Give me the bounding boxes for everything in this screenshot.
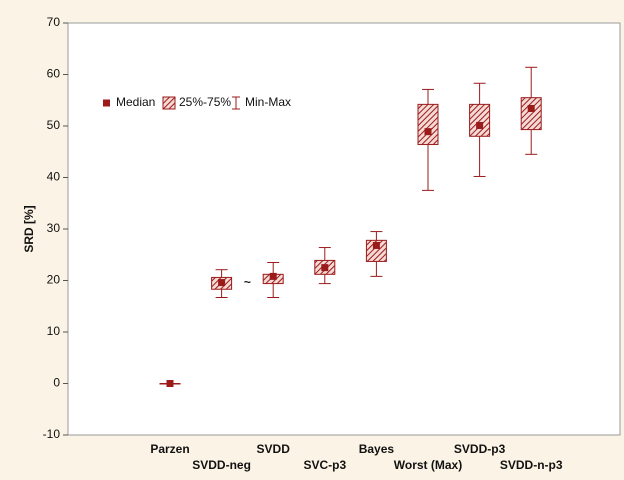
plot-area: [67, 22, 621, 436]
median: [321, 264, 329, 272]
y-tick-label: 60: [47, 67, 61, 81]
box: [417, 103, 439, 146]
box: [365, 239, 387, 262]
box: [520, 97, 542, 131]
y-tick-label: 30: [47, 221, 61, 235]
legend-swatch: [103, 99, 110, 107]
y-tick-label: -10: [43, 427, 61, 441]
median: [218, 279, 226, 287]
median: [424, 128, 432, 136]
y-axis-label: SRD [%]: [22, 205, 36, 252]
median: [166, 380, 174, 387]
median: [372, 241, 380, 249]
x-tick-label: Parzen: [150, 442, 189, 456]
box: [469, 103, 491, 137]
x-tick-label: SVC-p3: [303, 458, 346, 472]
legend-label: Median: [116, 95, 155, 109]
x-tick-label: Worst (Max): [394, 458, 462, 472]
y-tick-label: 40: [47, 170, 61, 184]
median: [269, 272, 277, 280]
x-tick-label: SVDD-p3: [454, 442, 506, 456]
x-tick-label: SVDD-n-p3: [500, 458, 563, 472]
legend-label: Min-Max: [245, 95, 291, 109]
x-tick-label: Bayes: [359, 442, 395, 456]
legend-swatch: [162, 96, 176, 110]
median: [527, 104, 535, 112]
y-tick-label: 50: [47, 118, 61, 132]
x-tick-label: SVDD-neg: [192, 458, 251, 472]
median: [476, 121, 484, 129]
annotation: ~: [244, 275, 251, 289]
x-tick-label: SVDD: [257, 442, 291, 456]
y-tick-label: 20: [47, 273, 61, 287]
legend-label: 25%-75%: [179, 95, 231, 109]
y-tick-label: 70: [47, 15, 61, 29]
y-tick-label: 0: [53, 376, 60, 390]
y-tick-label: 10: [47, 324, 61, 338]
